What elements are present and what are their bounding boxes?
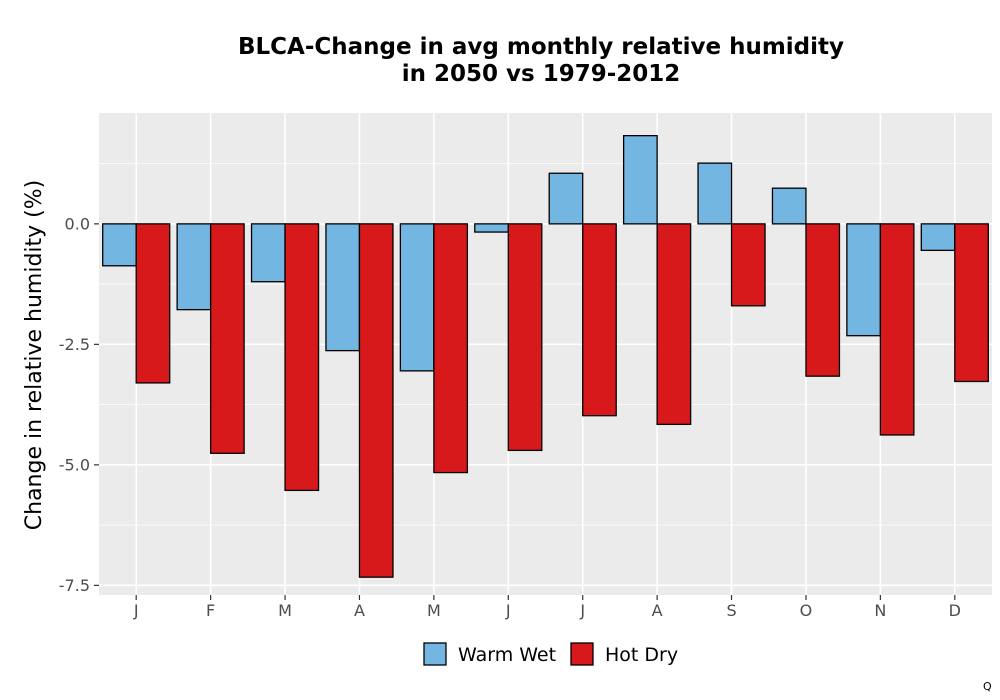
- bar-hot-dry: [805, 223, 841, 377]
- bar-hot-dry: [954, 223, 989, 383]
- x-tick-label: M: [427, 601, 441, 620]
- x-tick-label: J: [505, 601, 511, 620]
- bar-warm-wet: [399, 223, 435, 372]
- bar-warm-wet: [102, 223, 137, 267]
- bar-hot-dry: [656, 223, 692, 426]
- bar-hot-dry: [433, 223, 469, 474]
- bar-warm-wet: [548, 172, 584, 225]
- y-tick-label: -2.5: [59, 335, 90, 354]
- bar-warm-wet: [697, 162, 733, 225]
- bar-warm-wet: [176, 223, 212, 311]
- x-tick-label: S: [726, 601, 736, 620]
- bar-hot-dry: [284, 223, 320, 492]
- x-tick-label: F: [206, 601, 215, 620]
- y-tick-label: -7.5: [59, 576, 90, 595]
- y-axis-ticks: 0.0 -2.5 -5.0 -7.5: [59, 214, 99, 595]
- legend-label-hot-dry: Hot Dry: [605, 644, 678, 666]
- bar-hot-dry: [358, 223, 394, 578]
- bar-hot-dry: [209, 223, 245, 454]
- y-tick-label: 0.0: [65, 214, 90, 233]
- bar-hot-dry: [135, 223, 171, 384]
- y-axis-title: Change in relative humidity (%): [22, 180, 47, 530]
- bar-hot-dry: [879, 223, 915, 436]
- bar-hot-dry: [730, 223, 766, 307]
- bar-warm-wet: [846, 223, 882, 337]
- bar-hot-dry: [582, 223, 617, 417]
- x-tick-label: D: [949, 601, 961, 620]
- bars: [102, 135, 989, 578]
- x-tick-label: A: [652, 601, 663, 620]
- bar-warm-wet: [474, 223, 509, 233]
- x-tick-label: J: [579, 601, 585, 620]
- y-tick-label: -5.0: [59, 455, 90, 474]
- plot-panel: [99, 113, 992, 595]
- legend-swatch-warm-wet: [423, 642, 447, 666]
- chart-title-line-2: in 2050 vs 1979-2012: [402, 61, 681, 87]
- legend-label-warm-wet: Warm Wet: [458, 644, 556, 666]
- x-tick-label: M: [278, 601, 292, 620]
- x-tick-label: A: [354, 601, 365, 620]
- bar-warm-wet: [920, 223, 956, 252]
- x-tick-label: N: [874, 601, 886, 620]
- bar-warm-wet: [622, 135, 658, 225]
- bar-warm-wet: [250, 223, 286, 283]
- bar-warm-wet: [325, 223, 361, 352]
- x-tick-label: J: [133, 601, 139, 620]
- legend: Warm Wet Hot Dry: [423, 642, 678, 666]
- corner-mark: Q: [983, 680, 992, 693]
- legend-swatch-hot-dry: [570, 642, 594, 666]
- x-tick-label: O: [800, 601, 813, 620]
- bar-warm-wet: [771, 187, 807, 225]
- bar-hot-dry: [507, 223, 543, 452]
- chart-title-line-1: BLCA-Change in avg monthly relative humi…: [238, 34, 844, 60]
